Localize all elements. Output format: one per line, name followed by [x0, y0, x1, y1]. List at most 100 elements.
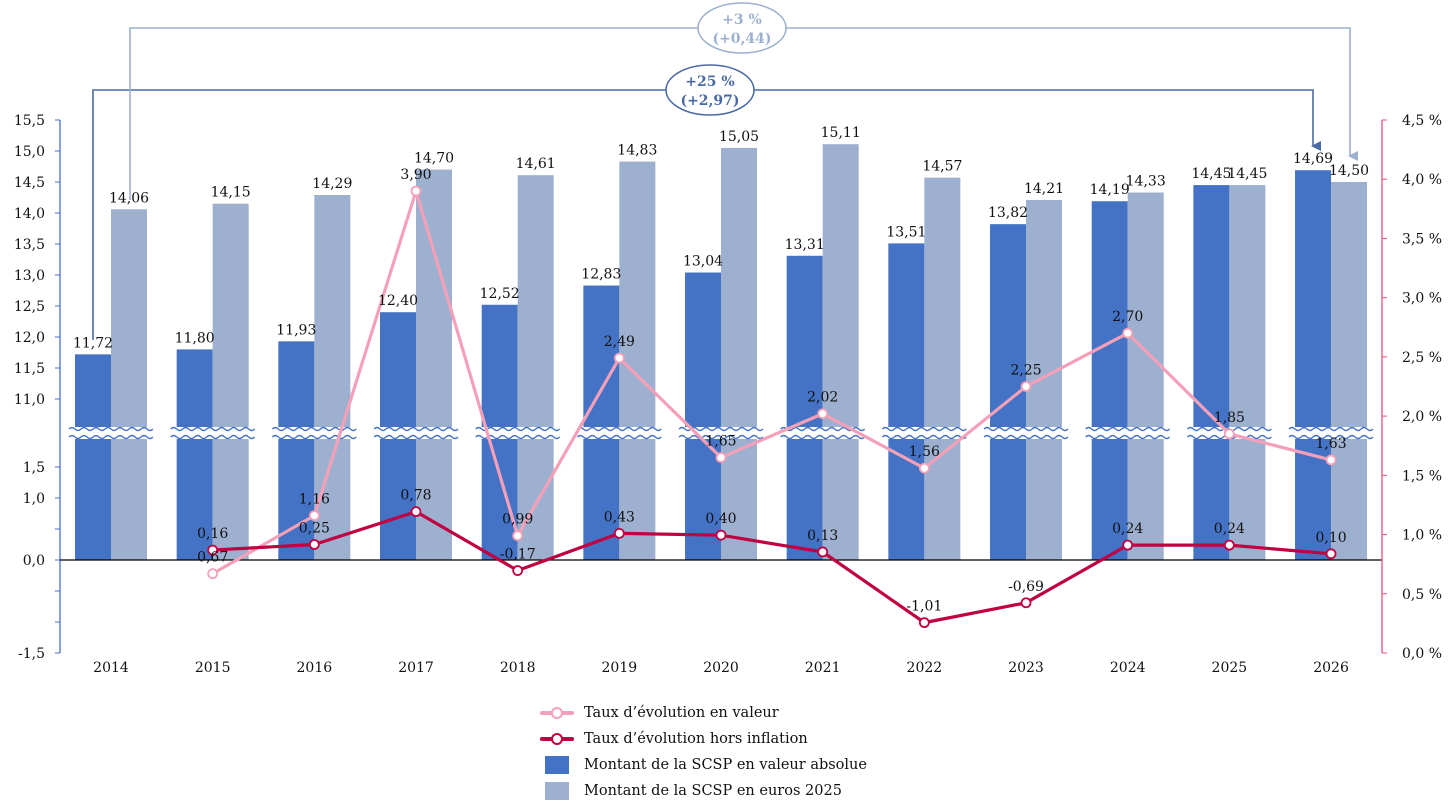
left-axis-tick-label: 11,0 [14, 392, 45, 408]
left-axis-tick-label: 12,5 [14, 299, 45, 315]
left-axis-tick-label: 14,0 [14, 206, 45, 222]
line-data-label: 0,99 [502, 512, 533, 528]
point-valeur-2024 [1122, 327, 1134, 339]
right-axis-tick-label: 2,5 % [1402, 350, 1442, 366]
legend-item-euros-2025: Montant de la SCSP en euros 2025 [540, 778, 867, 804]
x-axis-tick-label: 2018 [500, 660, 536, 676]
axis-break-wave-icon [678, 434, 764, 440]
bar-euros-2025-2020 [721, 147, 758, 560]
legend-item-hors-inflation: Taux d’évolution hors inflation [540, 726, 867, 752]
line-data-label: 0,78 [400, 488, 431, 504]
point-valeur-2015 [207, 568, 219, 580]
point-valeur-2023 [1020, 381, 1032, 392]
bar-euros-2025-2024 [1127, 192, 1164, 561]
bar-valeur-absolue-2026 [1295, 170, 1332, 560]
line-data-label: -0,17 [500, 547, 536, 563]
x-axis-tick-label: 2021 [805, 660, 841, 676]
line-data-label: 2,25 [1010, 363, 1041, 379]
point-hors-inflation-2025 [1223, 539, 1235, 551]
axis-break-wave-icon [68, 434, 154, 440]
legend-label: Montant de la SCSP en euros 2025 [584, 783, 842, 799]
bar-data-label: 11,93 [276, 322, 316, 338]
axis-break-wave-icon [170, 426, 256, 432]
bar-data-label: 14,19 [1090, 182, 1130, 198]
bar-data-label: 13,04 [683, 254, 723, 270]
axis-break-wave-icon [576, 434, 662, 440]
axis-break-wave-icon [1085, 434, 1171, 440]
bar-data-label: 12,52 [480, 286, 520, 302]
bar-data-label: 14,06 [109, 190, 149, 206]
bar-data-label: 14,15 [211, 185, 251, 201]
annotation-bubble [697, 2, 787, 54]
legend-item-valeur-absolue: Montant de la SCSP en valeur absolue [540, 752, 867, 778]
bar-data-label: 13,82 [988, 205, 1028, 221]
point-hors-inflation-2021 [817, 546, 829, 558]
bar-valeur-absolue-2014 [75, 354, 111, 560]
point-valeur-2025 [1223, 428, 1235, 440]
left-axis-tick-label: 13,5 [14, 237, 45, 253]
right-axis-tick-label: 2,0 % [1402, 409, 1442, 425]
point-hors-inflation-2019 [613, 527, 625, 539]
x-axis-tick-label: 2014 [93, 660, 129, 676]
point-valeur-2018 [512, 530, 524, 542]
dark-blue-swatch-icon [540, 756, 574, 774]
line-data-label: 0,40 [705, 511, 736, 527]
axis-break-wave-icon [1288, 434, 1374, 440]
annotation-percent: +25 % [685, 74, 734, 90]
right-axis-tick-label: 1,0 % [1402, 528, 1442, 544]
left-axis-tick-label: -1,5 [18, 646, 45, 662]
legend-label: Montant de la SCSP en valeur absolue [584, 757, 867, 773]
x-axis-tick-label: 2024 [1110, 660, 1146, 676]
legend: Taux d’évolution en valeur Taux d’évolut… [540, 700, 867, 804]
right-axis-tick-label: 0,0 % [1402, 646, 1442, 662]
bar-euros-2025-2023 [1026, 199, 1063, 561]
axis-break-wave-icon [1288, 426, 1374, 432]
bar-data-label: 14,21 [1024, 181, 1064, 197]
axis-break-wave-icon [373, 434, 459, 440]
line-data-label: 0,16 [197, 526, 228, 542]
x-axis-tick-label: 2017 [398, 660, 434, 676]
pink-line-marker-icon [540, 704, 574, 722]
axis-break-wave-icon [881, 434, 967, 440]
right-axis-tick-label: 0,5 % [1402, 587, 1442, 603]
line-data-label: 1,65 [705, 434, 736, 450]
point-hors-inflation-2018 [512, 565, 524, 576]
point-hors-inflation-2024 [1122, 539, 1134, 551]
left-axis-tick-label: 1,0 [23, 491, 45, 507]
point-hors-inflation-2016 [308, 539, 320, 550]
line-data-label: 1,85 [1214, 410, 1245, 426]
axis-break-wave-icon [475, 426, 561, 432]
light-blue-swatch-icon [540, 782, 574, 800]
right-axis-tick-label: 3,5 % [1402, 231, 1442, 247]
bar-data-label: 12,40 [378, 293, 418, 309]
axis-break-wave-icon [983, 434, 1069, 440]
point-hors-inflation-2017 [410, 506, 422, 518]
line-valeur [211, 189, 1332, 576]
bar-data-label: 14,57 [922, 159, 962, 175]
x-axis-tick-label: 2022 [907, 660, 943, 676]
axis-break-wave-icon [68, 426, 154, 432]
bar-euros-2025-2025 [1229, 185, 1266, 560]
point-hors-inflation-2020 [715, 529, 727, 541]
annotation-bubble [665, 64, 755, 116]
axis-break-wave-icon [271, 434, 357, 440]
point-hors-inflation-2026 [1325, 548, 1337, 560]
bar-valeur-absolue-2015 [176, 349, 213, 560]
right-axis-tick-label: 4,0 % [1402, 172, 1442, 188]
bar-data-label: 14,50 [1329, 163, 1369, 179]
point-valeur-2021 [817, 408, 829, 420]
line-data-label: -1,01 [906, 599, 942, 615]
annotation-amount: (+2,97) [680, 93, 739, 109]
line-data-label: 0,24 [1112, 521, 1143, 537]
left-axis-tick-label: 15,5 [14, 113, 45, 129]
legend-label: Taux d’évolution hors inflation [584, 731, 808, 747]
bar-data-label: 15,11 [821, 125, 861, 141]
bar-euros-2025-2021 [822, 144, 859, 560]
axis-break-wave-icon [373, 426, 459, 432]
bar-data-label: 11,80 [175, 330, 215, 346]
point-valeur-2026 [1325, 454, 1337, 466]
line-data-label: 0,43 [604, 509, 635, 525]
bar-data-label: 14,33 [1126, 174, 1166, 190]
line-data-label: 1,16 [299, 492, 330, 508]
bar-valeur-absolue-2021 [786, 255, 823, 560]
